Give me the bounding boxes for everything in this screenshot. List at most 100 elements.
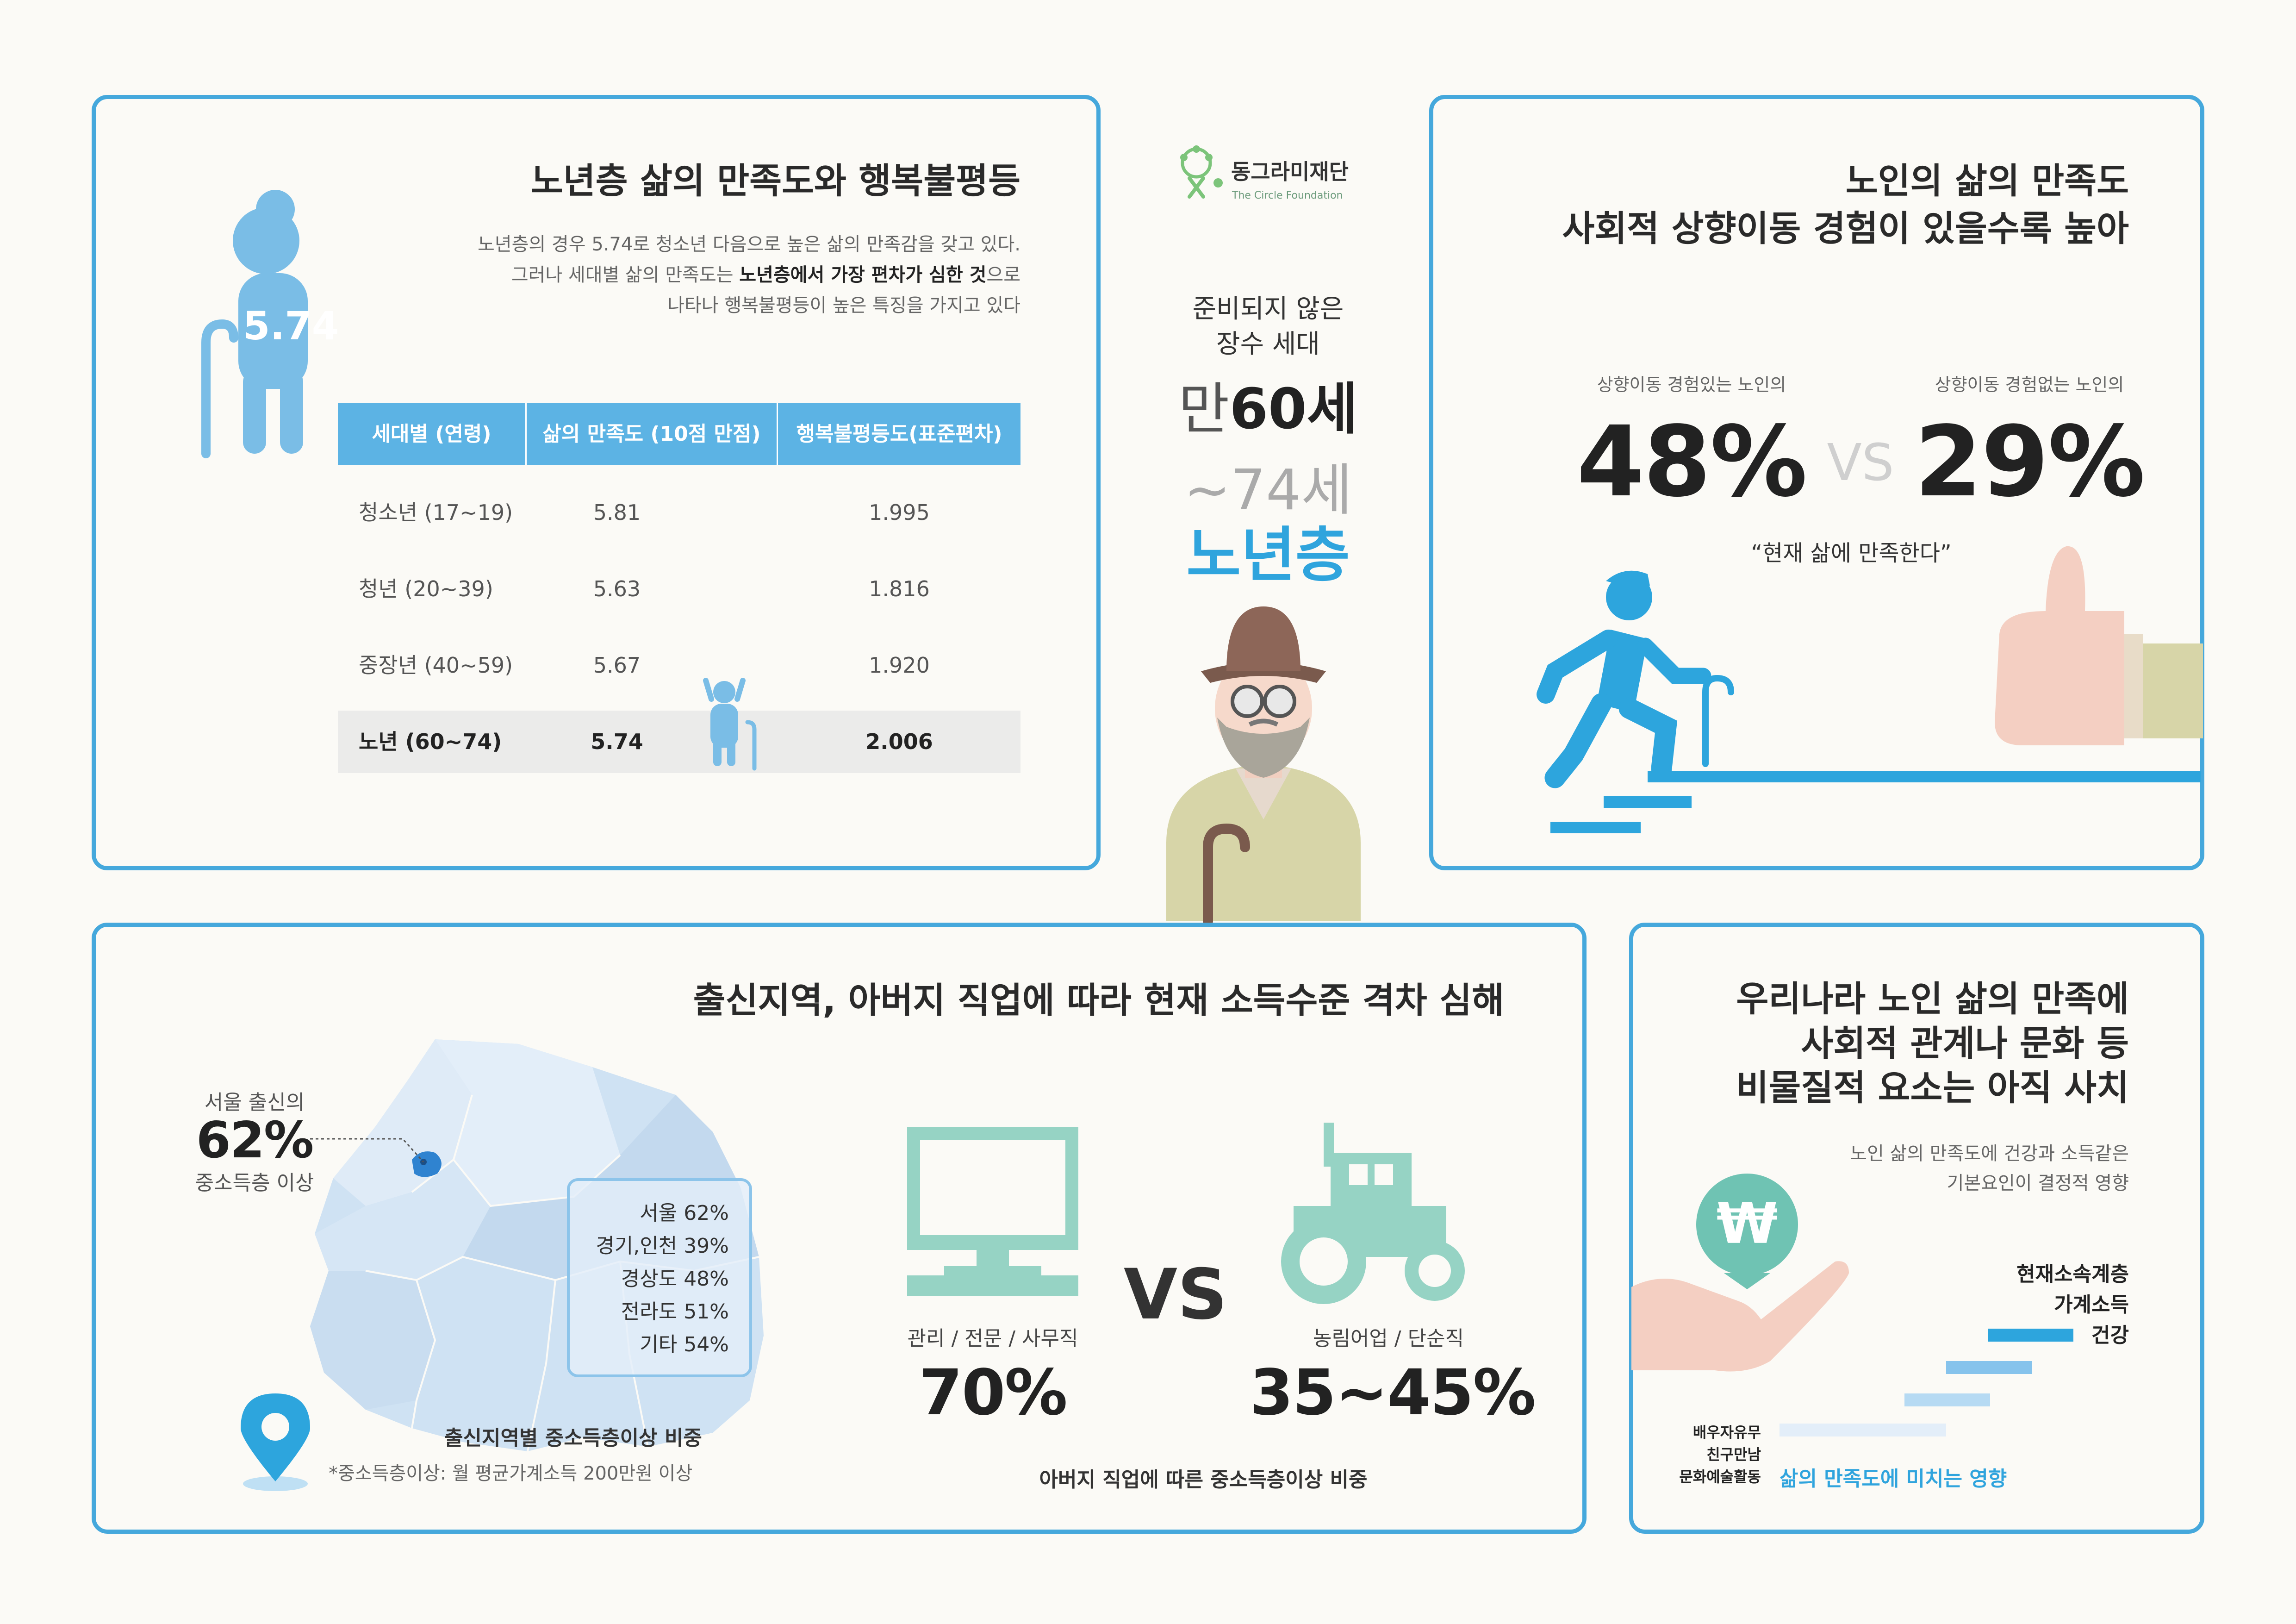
- seoul-value: 62%: [196, 1112, 314, 1169]
- seoul-leader-line: [310, 1138, 424, 1163]
- age-to: ~74세: [1184, 458, 1352, 523]
- factor-label: 문화예술활동: [1679, 1468, 1761, 1486]
- panel1-title: 노년층 삶의 만족도와 행복불평등: [530, 160, 1020, 201]
- bar-light: [1904, 1393, 1990, 1406]
- panel4-desc-line: 노인 삶의 만족도에 건강과 소득같은: [1850, 1143, 2129, 1164]
- hand-with-coin-icon: [1631, 1174, 1849, 1372]
- table-cell: 중장년 (40~59): [359, 653, 513, 678]
- stair-climber-icon: [1537, 570, 1734, 788]
- age-from-value: 60세: [1229, 377, 1358, 442]
- bar-strong: [1988, 1329, 2073, 1342]
- tractor-icon: [1281, 1123, 1465, 1304]
- seoul-label: 서울 출신의: [204, 1091, 305, 1114]
- table-cell: 5.67: [593, 653, 641, 678]
- seoul-callout: 서울 출신의 62% 중소득층 이상: [164, 1086, 345, 1196]
- logo-name: 동그라미재단: [1231, 159, 1349, 184]
- table-cell: 5.74: [591, 729, 643, 754]
- table-header-cell: 행복불평등도(표준편차): [796, 422, 1002, 446]
- table-cell: 노년 (60~74): [359, 729, 502, 754]
- table-row-highlight: 노년 (60~74) 5.74 2.006: [338, 711, 1020, 773]
- thumbs-up-icon: [1995, 546, 2203, 745]
- region-item: 서울 62%: [640, 1201, 729, 1225]
- elderly-man-illustration: [1166, 606, 1361, 926]
- left-stat-label: 상향이동 경험있는 노인의: [1597, 375, 1786, 395]
- right-stat-label: 상향이동 경험없는 노인의: [1935, 375, 2124, 395]
- desc-bold: 노년층에서 가장 편차가 심한 것: [739, 264, 987, 286]
- center-caption-line: 장수 세대: [1216, 329, 1320, 359]
- table-divider: [525, 403, 527, 465]
- panel4-description: 노인 삶의 만족도에 건강과 소득같은 기본요인이 결정적 영향: [1712, 1139, 2129, 1198]
- seoul-sub: 중소득층 이상: [195, 1171, 314, 1195]
- table-header-cell: 삶의 만족도 (10점 만점): [542, 422, 761, 446]
- region-item: 기타 54%: [640, 1333, 729, 1356]
- bar-medium: [1946, 1361, 2032, 1374]
- job-vs-label: VS: [1123, 1255, 1228, 1335]
- age-group: 노년층: [1186, 521, 1350, 590]
- job-left-label: 관리 / 전문 / 사무직: [907, 1327, 1078, 1350]
- center-caption: 준비되지 않은 장수 세대: [1148, 292, 1388, 362]
- panel1-description: 노년층의 경우 5.74로 청소년 다음으로 높은 삶의 만족감을 갖고 있다.…: [324, 229, 1020, 321]
- table-cell: 1.816: [869, 576, 930, 601]
- table-cell: 5.63: [593, 576, 641, 601]
- job-right-label: 농림어업 / 단순직: [1313, 1327, 1464, 1350]
- left-stat-value: 48%: [1576, 405, 1808, 518]
- panel2-title: 노인의 삶의 만족도 사회적 상향이동 경험이 있을수록 높아: [1458, 157, 2129, 252]
- job-left-value: 70%: [919, 1356, 1068, 1430]
- logo-subtitle: The Circle Foundation: [1232, 190, 1343, 201]
- factor-label: 가계소득: [2054, 1293, 2129, 1317]
- panel4-title: 우리나라 노인 삶의 만족에 사회적 관계나 문화 등 비물질적 요소는 아직 …: [1648, 977, 2129, 1110]
- panel1-desc-line3: 나타나 행복불평등이 높은 특징을 가지고 있다: [667, 295, 1020, 316]
- factor-label: 친구만남: [1706, 1446, 1761, 1463]
- table-header: 세대별 (연령) 삶의 만족도 (10점 만점) 행복불평등도(표준편차): [338, 403, 1020, 465]
- location-pin-icon: [241, 1393, 310, 1491]
- table-cell: 1.995: [869, 500, 930, 525]
- factor-label: 배우자유무: [1692, 1424, 1761, 1441]
- table-cell: 5.81: [593, 500, 641, 525]
- job-caption: 아버지 직업에 따른 중소득층이상 비중: [1039, 1468, 1368, 1492]
- region-legend-box: [567, 1178, 752, 1377]
- table-cell: 청소년 (17~19): [359, 500, 513, 525]
- region-legend: 서울 62% 경기,인천 39% 경상도 48% 전라도 51% 기타 54%: [574, 1197, 729, 1361]
- map-caption: 출신지역별 중소득층이상 비중: [444, 1426, 702, 1450]
- age-from: 만60세: [1148, 377, 1388, 458]
- factor-labels-top: 현재소속계층 가계소득 건강: [1921, 1259, 2129, 1351]
- panel4-title-line: 사회적 관계나 문화 등: [1801, 1023, 2129, 1064]
- panel1-desc-line1: 노년층의 경우 5.74로 청소년 다음으로 높은 삶의 만족감을 갖고 있다.: [477, 234, 1020, 255]
- region-item: 경기,인천 39%: [596, 1234, 729, 1258]
- right-stat-value: 29%: [1914, 405, 2146, 518]
- stairs-icon: [1550, 771, 2201, 833]
- panel4-title-line: 비물질적 요소는 아직 사치: [1736, 1067, 2129, 1108]
- small-person-icon: [703, 678, 757, 771]
- elderly-woman-icon: [201, 190, 308, 458]
- desc-text: 으로: [986, 264, 1020, 286]
- quote-text: “현재 삶에 만족한다”: [1751, 540, 1952, 566]
- table-row: 청소년 (17~19) 5.81 1.995: [338, 481, 1020, 544]
- region-item: 경상도 48%: [621, 1267, 729, 1291]
- panel1-desc-line2: 그러나 세대별 삶의 만족도는 노년층에서 가장 편차가 심한 것으로: [324, 260, 1020, 290]
- job-right-value: 35~45%: [1250, 1356, 1536, 1430]
- bar-lightest: [1780, 1424, 1946, 1437]
- map-note: *중소득층이상: 월 평균가계소득 200만원 이상: [329, 1463, 693, 1484]
- table-header-cell: 세대별 (연령): [372, 422, 492, 446]
- influence-stair-chart: [1780, 1329, 2073, 1437]
- won-coin-icon: ₩: [1716, 1192, 1778, 1256]
- panel3-title: 출신지역, 아버지 직업에 따라 현재 소득수준 격차 심해: [693, 980, 1504, 1021]
- table-cell: 1.920: [869, 653, 930, 678]
- region-item: 전라도 51%: [621, 1300, 729, 1324]
- axis-caption: 삶의 만족도에 미치는 영향: [1780, 1467, 2007, 1491]
- computer-monitor-icon: [907, 1127, 1078, 1296]
- age-prefix: 만: [1178, 377, 1230, 442]
- figure-value: 5.74: [243, 303, 339, 349]
- panel4-title-line: 우리나라 노인 삶의 만족에: [1736, 978, 2129, 1019]
- table-row: 중장년 (40~59) 5.67 1.920: [338, 634, 1020, 697]
- table-divider: [777, 403, 778, 465]
- factor-label: 건강: [2091, 1324, 2129, 1347]
- table-cell: 청년 (20~39): [359, 576, 493, 601]
- factor-label: 현재소속계층: [2016, 1262, 2129, 1286]
- center-caption-line: 준비되지 않은: [1192, 294, 1344, 324]
- table-cell: 2.006: [865, 729, 933, 754]
- table-row: 청년 (20~39) 5.63 1.816: [338, 558, 1020, 620]
- vs-label: VS: [1827, 433, 1894, 492]
- factor-labels-bottom: 배우자유무 친구만남 문화예술활동: [1648, 1421, 1761, 1488]
- desc-text: 그러나 세대별 삶의 만족도는: [511, 264, 740, 286]
